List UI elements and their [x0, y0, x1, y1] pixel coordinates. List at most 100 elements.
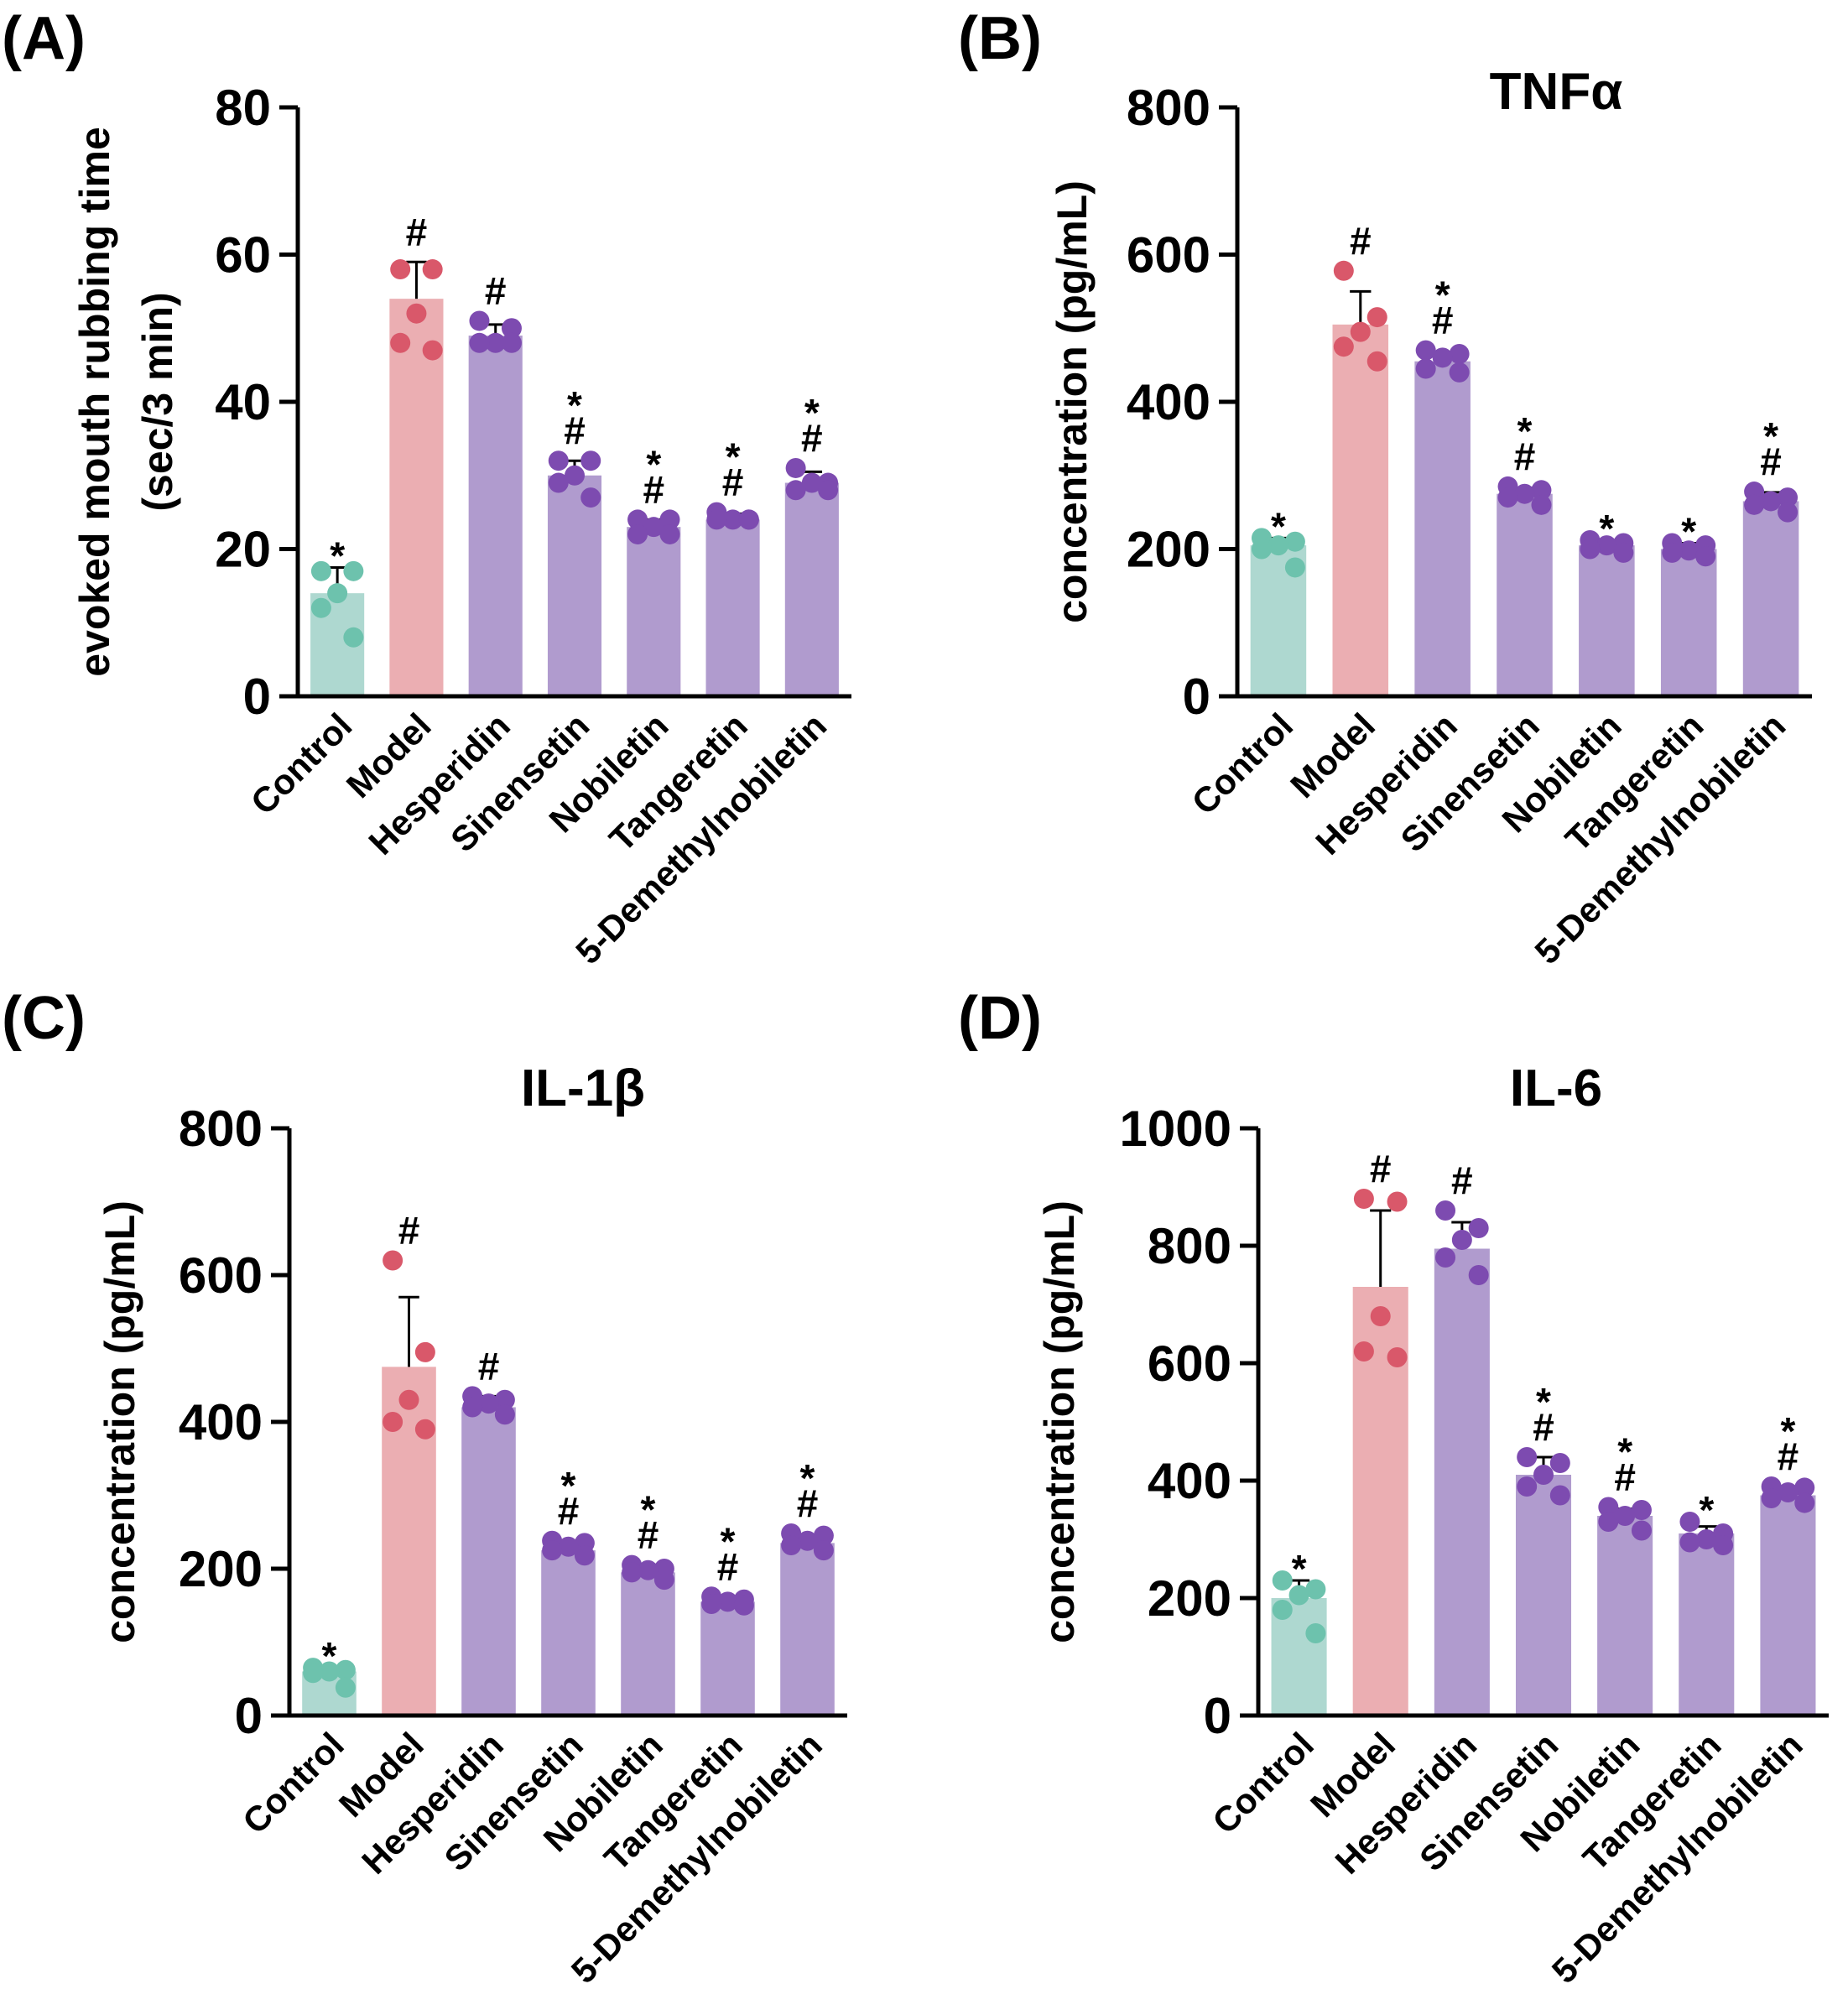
panel-3-annotation-2-1: # [398, 1209, 420, 1252]
panel-4-bar-7 [1760, 1495, 1816, 1716]
panel-2-label: (B) [958, 5, 1042, 72]
panel-2-point-2-5 [1366, 351, 1387, 372]
panel-1-point-1-3 [327, 583, 348, 604]
panel-1-point-1-4 [310, 597, 331, 618]
panel-1-ylabel-1: evoked mouth rubbing time [71, 127, 118, 677]
panel-3-label: (C) [2, 985, 86, 1052]
panel-3-ylabel-1: concentration (pg/mL) [96, 1200, 143, 1643]
panel-3-annotation-4-2: # [558, 1489, 580, 1533]
panel-4-point-7-5 [1794, 1492, 1815, 1513]
panel-1-ytick-label-5: 80 [215, 80, 271, 136]
panel-4-point-2-4 [1353, 1341, 1374, 1362]
panel-2-point-5-5 [1613, 542, 1634, 563]
panel-4-label: (D) [958, 985, 1042, 1052]
panel-2-point-3-5 [1449, 362, 1470, 383]
panel-4-point-3-3 [1451, 1230, 1472, 1250]
panel-3-ytick-label-1: 0 [235, 1688, 263, 1744]
panel-2-annotation-5-1: * [1599, 507, 1614, 550]
panel-3-annotation-6-2: # [717, 1544, 739, 1588]
panel-3-ytick-label-4: 600 [179, 1247, 263, 1304]
panel-4-ytick-label-1: 0 [1204, 1688, 1231, 1744]
panel-4-annotation-7-2: # [1778, 1434, 1799, 1478]
panel-3-bar-7 [780, 1543, 835, 1716]
panel-4-point-1-5 [1305, 1623, 1326, 1643]
panel-4-point-5-4 [1598, 1512, 1619, 1532]
panel-1-point-4-2 [580, 450, 601, 471]
panel-3-annotation-4-1: * [561, 1464, 576, 1507]
panel-2-ylabel-1: concentration (pg/mL) [1049, 180, 1096, 623]
panel-1-bar-5 [627, 527, 681, 696]
panel-4-annotation-2-1: # [1370, 1147, 1392, 1190]
panel-2-point-3-3 [1432, 347, 1453, 368]
panel-3-point-7-3 [797, 1530, 818, 1551]
panel-4-annotation-4-1: * [1536, 1380, 1551, 1424]
panel-3-point-2-4 [383, 1412, 403, 1432]
panel-4-point-2-5 [1387, 1347, 1408, 1367]
panel-1-point-3-3 [485, 332, 506, 353]
panel-3-point-1-5 [335, 1677, 356, 1698]
panel-1-point-4-4 [548, 472, 569, 493]
panel-1-point-6-3 [722, 509, 743, 530]
panel-1-annotation-2-1: # [406, 210, 428, 253]
panel-2-point-4-4 [1497, 487, 1518, 508]
panel-2-point-5-4 [1580, 539, 1601, 560]
panel-2-ytick-label-3: 400 [1127, 374, 1210, 430]
panel-3-annotation-7-1: * [800, 1456, 815, 1500]
panel-3-point-6-5 [733, 1595, 754, 1616]
panel-4-point-2-3 [1370, 1306, 1391, 1326]
panel-4-annotation-5-1: * [1617, 1430, 1632, 1474]
panel-4-point-4-2 [1549, 1453, 1570, 1473]
panel-4-bar-4 [1515, 1475, 1572, 1716]
panel-1-label: (A) [2, 5, 86, 72]
panel-2-annotation-7-2: # [1760, 440, 1782, 483]
panel-1-annotation-5-1: * [646, 442, 661, 486]
panel-2-annotation-4-2: # [1514, 435, 1536, 478]
panel-3-point-7-5 [813, 1540, 834, 1561]
panel-1-point-1-2 [343, 560, 364, 581]
panel-4-point-5-3 [1615, 1506, 1636, 1526]
panel-3-point-3-2 [494, 1389, 515, 1410]
panel-4-bar-5 [1597, 1516, 1653, 1716]
panel-1-point-7-3 [801, 472, 822, 493]
panel-4-ytick-label-6: 1000 [1120, 1101, 1231, 1157]
panel-1-point-5-3 [643, 517, 664, 538]
panel-2-annotation-7-1: * [1763, 414, 1778, 458]
panel-2-bar-3 [1414, 361, 1471, 696]
panel-4-point-5-5 [1631, 1520, 1652, 1541]
panel-4-ytick-label-5: 800 [1148, 1218, 1231, 1274]
panel-4-annotation-4-2: # [1533, 1405, 1554, 1449]
panel-2-point-4-3 [1514, 483, 1535, 504]
panel-4-point-1-4 [1272, 1600, 1293, 1620]
panel-1-point-7-1 [785, 457, 806, 478]
panel-2-point-2-4 [1333, 336, 1354, 357]
panel-1-point-5-2 [659, 509, 680, 530]
panel-2-point-2-2 [1366, 307, 1387, 328]
panel-1-bar-2 [389, 299, 444, 696]
panel-1-point-4-3 [565, 465, 585, 486]
panel-4-point-1-3 [1288, 1585, 1309, 1606]
panel-1-bar-7 [784, 482, 839, 696]
panel-3-point-5-3 [638, 1559, 659, 1580]
panel-3-point-2-5 [414, 1419, 435, 1440]
panel-3-point-7-2 [813, 1525, 834, 1546]
panel-4-point-5-1 [1598, 1497, 1619, 1518]
panel-1-point-4-1 [548, 450, 569, 471]
panel-1-annotation-4-2: # [564, 409, 586, 452]
panel-2-ytick-label-1: 0 [1183, 669, 1210, 725]
panel-3-point-4-4 [542, 1540, 563, 1561]
panel-2-point-1-5 [1284, 557, 1305, 578]
panel-3-point-3-3 [478, 1393, 499, 1414]
panel-1-point-6-4 [706, 509, 727, 530]
panel-4-ytick-label-2: 200 [1148, 1570, 1231, 1627]
panel-1-point-7-5 [818, 480, 839, 501]
panel-1-point-1-1 [310, 560, 331, 581]
panel-4-annotation-1-1: * [1292, 1547, 1307, 1591]
panel-2-annotation-3-1: * [1435, 273, 1450, 317]
panel-2-ytick-label-4: 600 [1127, 227, 1210, 284]
panel-4-point-4-3 [1533, 1465, 1554, 1485]
panel-1-point-3-1 [469, 310, 490, 331]
panel-3-point-6-3 [717, 1591, 738, 1612]
panel-1-point-1-5 [343, 627, 364, 648]
panel-3-point-2-2 [414, 1341, 435, 1362]
panel-4-point-3-4 [1435, 1247, 1456, 1268]
